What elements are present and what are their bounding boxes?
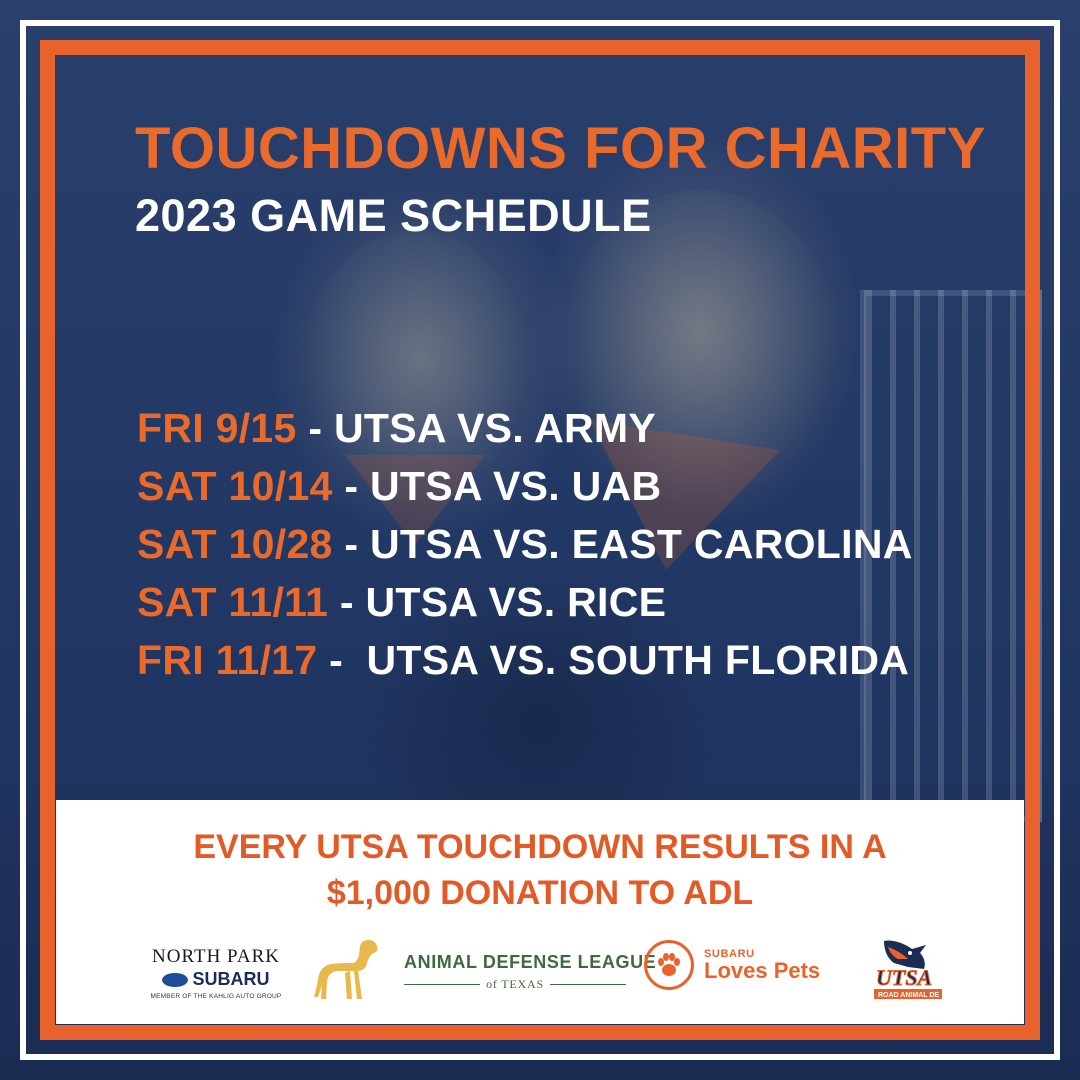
schedule-item: SAT 10/14 - UTSA VS. UAB <box>137 461 913 519</box>
north-park-tagline: MEMBER OF THE KAHLIG AUTO GROUP <box>150 993 282 1000</box>
game-separator: - <box>332 521 370 567</box>
game-schedule-list: FRI 9/15 - UTSA VS. ARMY SAT 10/14 - UTS… <box>137 403 913 693</box>
north-park-brand-text: SUBARU <box>192 969 270 989</box>
slp-top: SUBARU <box>704 948 755 960</box>
game-date: SAT 10/28 <box>137 521 333 567</box>
game-separator: - <box>332 463 370 509</box>
dog-silhouette-icon <box>314 940 378 999</box>
schedule-item: SAT 11/11 - UTSA VS. RICE <box>137 577 913 635</box>
donation-tagline: EVERY UTSA TOUCHDOWN RESULTS IN A $1,000… <box>56 824 1024 916</box>
slp-text: SUBARU Loves Pets <box>704 948 820 982</box>
page-title: TOUCHDOWNS FOR CHARITY <box>135 116 986 181</box>
roadrunner-icon: UTSA ROAD ANIMAL DE <box>874 940 942 999</box>
north-park-name: NORTH PARK <box>152 946 280 967</box>
adl-sub-row: of TEXAS <box>404 977 627 992</box>
game-matchup: UTSA VS. UAB <box>370 463 662 509</box>
game-separator: - <box>328 579 366 625</box>
paw-icon <box>644 940 694 990</box>
game-date: SAT 10/14 <box>137 463 333 509</box>
svg-text:ROAD ANIMAL DE: ROAD ANIMAL DE <box>878 992 939 999</box>
background-crate <box>860 290 1042 822</box>
divider <box>549 984 627 985</box>
game-matchup: UTSA VS. SOUTH FLORIDA <box>366 637 910 683</box>
animal-defense-league-logo: ANIMAL DEFENSE LEAGUE of TEXAS <box>404 952 657 992</box>
game-date: FRI 11/17 <box>137 637 318 683</box>
game-separator: - <box>296 405 334 451</box>
background-dog-left <box>300 230 530 510</box>
slp-bottom: Loves Pets <box>704 958 821 983</box>
game-date: FRI 9/15 <box>137 405 297 451</box>
subaru-oval-icon <box>162 973 189 988</box>
subaru-loves-pets-logo: SUBARU Loves Pets <box>644 940 820 990</box>
schedule-item: FRI 11/17 - UTSA VS. SOUTH FLORIDA <box>137 635 913 693</box>
north-park-subaru-logo: NORTH PARK SUBARU MEMBER OF THE KAHLIG A… <box>136 946 296 1000</box>
schedule-item: FRI 9/15 - UTSA VS. ARMY <box>137 403 913 461</box>
north-park-brand: SUBARU <box>136 969 296 990</box>
tagline-line-2: $1,000 DONATION TO ADL <box>326 874 754 912</box>
page-subtitle: 2023 GAME SCHEDULE <box>135 190 652 241</box>
game-matchup: UTSA VS. EAST CAROLINA <box>370 521 913 567</box>
game-separator: - <box>317 637 367 683</box>
adl-name: ANIMAL DEFENSE LEAGUE <box>404 952 657 972</box>
inner-orange-frame <box>40 40 1040 1040</box>
schedule-item: SAT 10/28 - UTSA VS. EAST CAROLINA <box>137 519 913 577</box>
tagline-line-1: EVERY UTSA TOUCHDOWN RESULTS IN A <box>193 828 887 866</box>
footer-panel: EVERY UTSA TOUCHDOWN RESULTS IN A $1,000… <box>56 800 1024 1024</box>
divider <box>404 984 481 985</box>
game-matchup: UTSA VS. RICE <box>365 579 667 625</box>
outer-white-frame <box>20 20 1060 1060</box>
adl-sub: of TEXAS <box>486 977 544 991</box>
svg-text:UTSA: UTSA <box>876 965 932 990</box>
game-matchup: UTSA VS. ARMY <box>333 405 657 451</box>
background-dog-right <box>560 190 840 510</box>
game-date: SAT 11/11 <box>137 579 329 625</box>
